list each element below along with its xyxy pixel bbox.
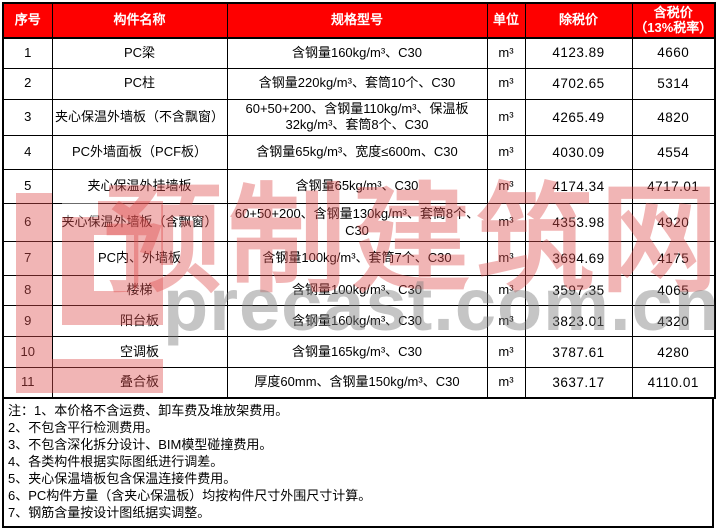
cell-price-extax: 4174.34 xyxy=(524,169,633,205)
cell-unit: m³ xyxy=(486,98,526,137)
cell-no: 9 xyxy=(2,305,53,338)
table-row: 2 PC柱 含钢量220kg/m³、套筒10个、C30 m³ 4702.65 5… xyxy=(2,67,716,100)
cell-no: 8 xyxy=(2,275,53,307)
table-row: 5 夹心保温外挂墙板 含钢量65kg/m³、C30 m³ 4174.34 471… xyxy=(2,169,716,205)
cell-price-inctax: 4110.01 xyxy=(631,367,716,399)
cell-no: 2 xyxy=(2,67,53,100)
cell-component-name: 叠合板 xyxy=(51,367,228,399)
header-no: 序号 xyxy=(2,2,53,39)
cell-component-name: PC柱 xyxy=(51,67,228,100)
cell-component-name: 楼梯 xyxy=(51,275,228,307)
cell-unit: m³ xyxy=(486,169,526,205)
cell-spec: 含钢量165kg/m³、C30 xyxy=(226,336,488,369)
cell-price-inctax: 4660 xyxy=(631,37,716,69)
cell-component-name: 阳台板 xyxy=(51,305,228,338)
cell-price-extax: 3694.69 xyxy=(524,241,633,277)
cell-unit: m³ xyxy=(486,241,526,277)
header-spec: 规格型号 xyxy=(226,2,488,39)
cell-component-name: 夹心保温外墙板（不含飘窗） xyxy=(51,98,228,137)
cell-price-inctax: 5314 xyxy=(631,67,716,100)
table-row: 1 PC梁 含钢量160kg/m³、C30 m³ 4123.89 4660 xyxy=(2,37,716,69)
cell-price-inctax: 4717.01 xyxy=(631,169,716,205)
cell-component-name: PC内、外墙板 xyxy=(51,241,228,277)
cell-unit: m³ xyxy=(486,305,526,338)
cell-price-inctax: 4065 xyxy=(631,275,716,307)
cell-no: 11 xyxy=(2,367,53,399)
table-body: 1 PC梁 含钢量160kg/m³、C30 m³ 4123.89 4660 2 … xyxy=(2,37,716,399)
cell-unit: m³ xyxy=(486,203,526,243)
header-price-inctax-line1: 含税价 xyxy=(653,4,693,20)
cell-no: 10 xyxy=(2,336,53,369)
table-row: 6 夹心保温外墙板（含飘窗） 60+50+200、含钢量130kg/m³、套筒8… xyxy=(2,203,716,243)
note-line: 5、夹心保温墙板包含保温连接件费用。 xyxy=(8,470,237,486)
table-header: 序号 构件名称 规格型号 单位 除税价 含税价 （13%税率） xyxy=(2,2,716,39)
note-line: 4、各类构件根据实际图纸进行调差。 xyxy=(8,453,224,469)
cell-spec: 含钢量65kg/m³、宽度≤600m、C30 xyxy=(226,135,488,171)
cell-spec: 60+50+200、含钢量110kg/m³、保温板32kg/m³、套筒8个、C3… xyxy=(226,98,488,137)
note-line: 注：1、本价格不含运费、卸车费及堆放架费用。 xyxy=(8,402,289,418)
header-unit: 单位 xyxy=(486,2,526,39)
cell-price-extax: 3823.01 xyxy=(524,305,633,338)
cell-no: 3 xyxy=(2,98,53,137)
cell-price-extax: 3787.61 xyxy=(524,336,633,369)
table-row: 4 PC外墙面板（PCF板） 含钢量65kg/m³、宽度≤600m、C30 m³… xyxy=(2,135,716,171)
cell-price-extax: 4353.98 xyxy=(524,203,633,243)
note-line: 7、钢筋含量按设计图纸据实调整。 xyxy=(8,504,211,520)
cell-price-extax: 4123.89 xyxy=(524,37,633,69)
cell-no: 4 xyxy=(2,135,53,171)
cell-price-extax: 4030.09 xyxy=(524,135,633,171)
cell-unit: m³ xyxy=(486,67,526,100)
header-price-extax: 除税价 xyxy=(524,2,633,39)
cell-price-inctax: 4554 xyxy=(631,135,716,171)
cell-spec: 含钢量220kg/m³、套筒10个、C30 xyxy=(226,67,488,100)
cell-component-name: PC外墙面板（PCF板） xyxy=(51,135,228,171)
cell-no: 7 xyxy=(2,241,53,277)
cell-no: 1 xyxy=(2,37,53,69)
cell-unit: m³ xyxy=(486,367,526,399)
table-row: 10 空调板 含钢量165kg/m³、C30 m³ 3787.61 4280 xyxy=(2,336,716,369)
cell-spec: 含钢量160kg/m³、C30 xyxy=(226,37,488,69)
cell-price-inctax: 4920 xyxy=(631,203,716,243)
notes-section: 注：1、本价格不含运费、卸车费及堆放架费用。 2、不包含平行检测费用。 3、不包含深… xyxy=(2,398,714,528)
cell-price-inctax: 4820 xyxy=(631,98,716,137)
cell-component-name: PC梁 xyxy=(51,37,228,69)
cell-unit: m³ xyxy=(486,37,526,69)
cell-price-inctax: 4280 xyxy=(631,336,716,369)
cell-spec: 含钢量100kg/m³、C30 xyxy=(226,275,488,307)
table-row: 9 阳台板 含钢量160kg/m³、C30 m³ 3823.01 4320 xyxy=(2,305,716,338)
header-component-name: 构件名称 xyxy=(51,2,228,39)
cell-no: 5 xyxy=(2,169,53,205)
cell-unit: m³ xyxy=(486,275,526,307)
cell-unit: m³ xyxy=(486,135,526,171)
note-line: 3、不包含深化拆分设计、BIM模型碰撞费用。 xyxy=(8,436,273,452)
table-row: 11 叠合板 厚度60mm、含钢量150kg/m³、C30 m³ 3637.17… xyxy=(2,367,716,399)
cell-price-extax: 3637.17 xyxy=(524,367,633,399)
cell-spec: 含钢量160kg/m³、C30 xyxy=(226,305,488,338)
cell-component-name: 夹心保温外挂墙板 xyxy=(51,169,228,205)
header-price-inctax: 含税价 （13%税率） xyxy=(631,2,716,39)
note-line: 2、不包含平行检测费用。 xyxy=(8,419,159,435)
cell-price-inctax: 4175 xyxy=(631,241,716,277)
cell-spec: 含钢量65kg/m³、C30 xyxy=(226,169,488,205)
table-row: 7 PC内、外墙板 含钢量100kg/m³、套筒7个、C30 m³ 3694.6… xyxy=(2,241,716,277)
header-row: 序号 构件名称 规格型号 单位 除税价 含税价 （13%税率） xyxy=(2,2,716,39)
cell-price-extax: 4702.65 xyxy=(524,67,633,100)
cell-price-extax: 4265.49 xyxy=(524,98,633,137)
cell-spec: 厚度60mm、含钢量150kg/m³、C30 xyxy=(226,367,488,399)
cell-price-extax: 3597.35 xyxy=(524,275,633,307)
component-price-table: 序号 构件名称 规格型号 单位 除税价 含税价 （13%税率） 1 PC梁 含钢… xyxy=(2,2,716,399)
cell-spec: 含钢量100kg/m³、套筒7个、C30 xyxy=(226,241,488,277)
cell-spec: 60+50+200、含钢量130kg/m³、套筒8个、C30 xyxy=(226,203,488,243)
cell-unit: m³ xyxy=(486,336,526,369)
cell-no: 6 xyxy=(2,203,53,243)
cell-component-name: 空调板 xyxy=(51,336,228,369)
table-row: 8 楼梯 含钢量100kg/m³、C30 m³ 3597.35 4065 xyxy=(2,275,716,307)
cell-price-inctax: 4320 xyxy=(631,305,716,338)
cell-component-name: 夹心保温外墙板（含飘窗） xyxy=(51,203,228,243)
table-row: 3 夹心保温外墙板（不含飘窗） 60+50+200、含钢量110kg/m³、保温… xyxy=(2,98,716,137)
note-line: 6、PC构件方量（含夹心保温板）均按构件尺寸外围尺寸计算。 xyxy=(8,487,372,503)
header-price-inctax-line2: （13%税率） xyxy=(634,19,713,35)
